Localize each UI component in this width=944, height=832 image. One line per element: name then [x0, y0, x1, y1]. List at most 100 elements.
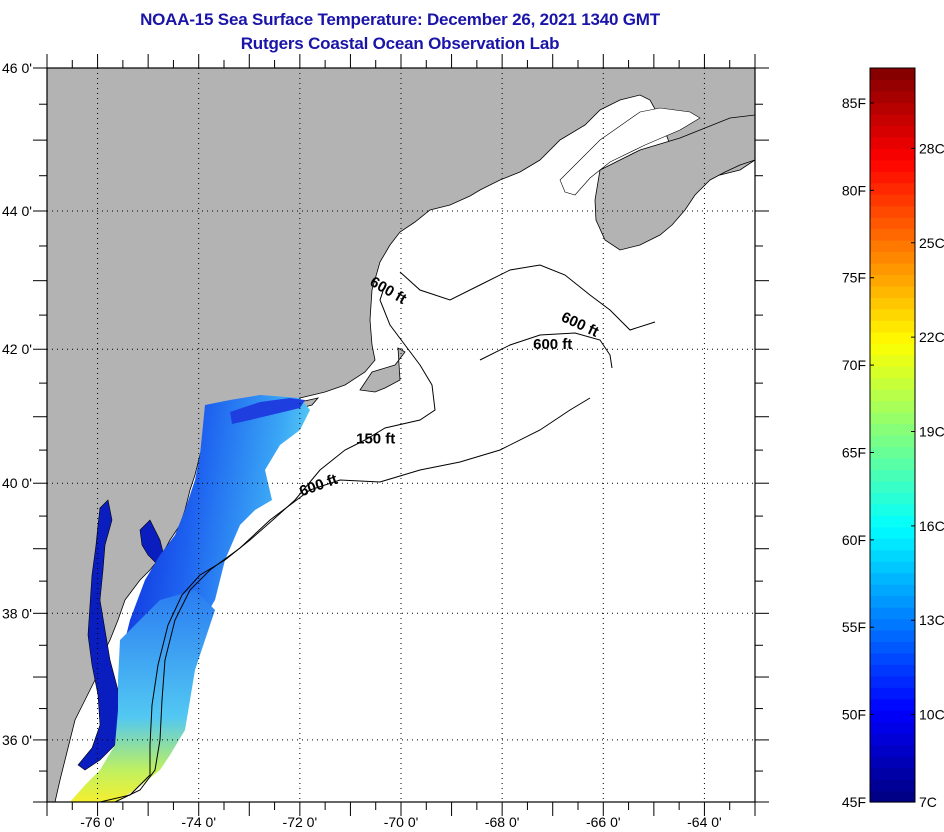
colorbar-segment — [870, 469, 915, 482]
colorbar-f-label: 75F — [842, 270, 866, 286]
colorbar-c-label: 28C — [919, 140, 944, 156]
colorbar-segment — [870, 492, 915, 505]
lon-tick-label: -70 0' — [384, 814, 419, 830]
colorbar-segment — [870, 412, 915, 425]
colorbar-segment — [870, 136, 915, 149]
lat-tick-label: 44 0' — [2, 203, 32, 219]
colorbar-c-label: 13C — [919, 612, 944, 628]
colorbar-segment — [870, 561, 915, 574]
colorbar-segment — [870, 228, 915, 241]
map-content — [47, 68, 755, 802]
colorbar-segment — [870, 710, 915, 723]
isobath-150ft — [99, 284, 436, 802]
lat-tick-label: 38 0' — [2, 605, 32, 621]
colorbar-segment — [870, 102, 915, 115]
graticule — [47, 68, 755, 802]
colorbar-segment — [870, 641, 915, 654]
isobath-600ft-georges — [479, 332, 613, 369]
land-cape-cod — [359, 347, 406, 393]
colorbar-segment — [870, 366, 915, 379]
colorbar-segment — [870, 457, 915, 471]
colorbar-segment — [870, 733, 915, 746]
lon-tick-label: -72 0' — [283, 814, 318, 830]
colorbar-f-label: 85F — [842, 95, 866, 111]
colorbar-c-label: 16C — [919, 518, 944, 534]
colorbar-segment — [870, 675, 915, 688]
colorbar-segment — [870, 217, 915, 230]
colorbar-segment — [870, 182, 915, 195]
lon-tick-label: -74 0' — [181, 814, 216, 830]
colorbar-segment — [870, 331, 915, 344]
colorbar-segment — [870, 297, 915, 310]
contour-label: 600 ft — [533, 336, 572, 353]
colorbar-segment — [870, 285, 915, 298]
colorbar-c-label: 19C — [919, 424, 944, 440]
lat-tick-label: 40 0' — [2, 475, 32, 491]
colorbar-f-label: 60F — [842, 532, 866, 548]
colorbar-f-label: 65F — [842, 444, 866, 460]
colorbar-segment — [870, 320, 915, 333]
colorbar-frame — [869, 67, 916, 803]
colorbar-segment — [870, 515, 915, 528]
map-subtitle: Rutgers Coastal Ocean Observation Lab — [240, 34, 560, 53]
lat-tick-label: 36 0' — [2, 732, 32, 748]
colorbar-segment — [870, 79, 915, 92]
colorbar-segment — [870, 756, 915, 769]
colorbar-segment — [870, 721, 915, 734]
colorbar-segment — [870, 308, 915, 321]
colorbar-segment — [870, 607, 915, 620]
colorbar-segment — [870, 377, 915, 390]
sst-swath-southern — [70, 590, 215, 802]
colorbar-segment — [870, 664, 915, 677]
sst-swath-northern — [230, 398, 305, 424]
isobath-600ft-shelf — [114, 397, 591, 802]
colorbar-segment — [870, 274, 915, 287]
chesapeake-bay — [77, 499, 121, 771]
colorbar-f-label: 50F — [842, 707, 866, 723]
colorbar-segment — [870, 389, 915, 402]
colorbar-c-label: 7C — [919, 794, 937, 810]
colorbar-f-label: 80F — [842, 182, 866, 198]
colorbar-segment — [870, 446, 915, 459]
lat-tick-label: 42 0' — [2, 341, 32, 357]
colorbar-segment — [870, 68, 915, 81]
colorbar-segment — [870, 744, 915, 757]
bay-of-fundy — [559, 107, 701, 196]
colorbar-c-label: 25C — [919, 235, 944, 251]
colorbar-segment — [870, 148, 915, 161]
colorbar-segment — [870, 767, 915, 780]
colorbar-segment — [870, 779, 915, 792]
lon-tick-label: -64 0' — [687, 814, 722, 830]
lat-tick-label: 46 0' — [2, 60, 32, 76]
colorbar-segment — [870, 790, 915, 803]
colorbar-segment — [870, 354, 915, 367]
colorbar-segment — [870, 572, 915, 585]
map-title: NOAA-15 Sea Surface Temperature: Decembe… — [140, 10, 660, 29]
colorbar-segment — [870, 687, 915, 700]
colorbar-segment — [870, 240, 915, 253]
colorbar-segment — [870, 480, 915, 493]
isobath-600ft-gulf-of-maine — [399, 264, 656, 331]
colorbar-segment — [870, 400, 915, 413]
colorbar-segment — [870, 618, 915, 631]
lon-tick-label: -76 0' — [80, 814, 115, 830]
colorbar-segment — [870, 90, 915, 104]
land-nova-scotia — [594, 114, 755, 251]
lon-tick-label: -68 0' — [485, 814, 520, 830]
colorbar-segment — [870, 435, 915, 448]
colorbar-segment — [870, 652, 915, 665]
colorbar-segment — [870, 503, 915, 516]
colorbar-segment — [870, 423, 915, 436]
colorbar-segment — [870, 251, 915, 264]
colorbar-f-label: 70F — [842, 357, 866, 373]
colorbar-segment — [870, 343, 915, 356]
colorbar-f-label: 45F — [842, 794, 866, 810]
colorbar-segment — [870, 262, 915, 276]
map-axes: -76 0' -74 0' -72 0' -70 0' -68 0' -66 0' -64 … — [2, 54, 769, 830]
colorbar-segment — [870, 205, 915, 218]
temperature-colorbar: 45F 50F 55F 60F 65F 70F 75F 80F 85F 7C 10C 13C 16C 19… — [842, 67, 944, 810]
colorbar-segment — [870, 538, 915, 551]
colorbar-c-label: 22C — [919, 329, 944, 345]
colorbar-segment — [870, 113, 915, 126]
